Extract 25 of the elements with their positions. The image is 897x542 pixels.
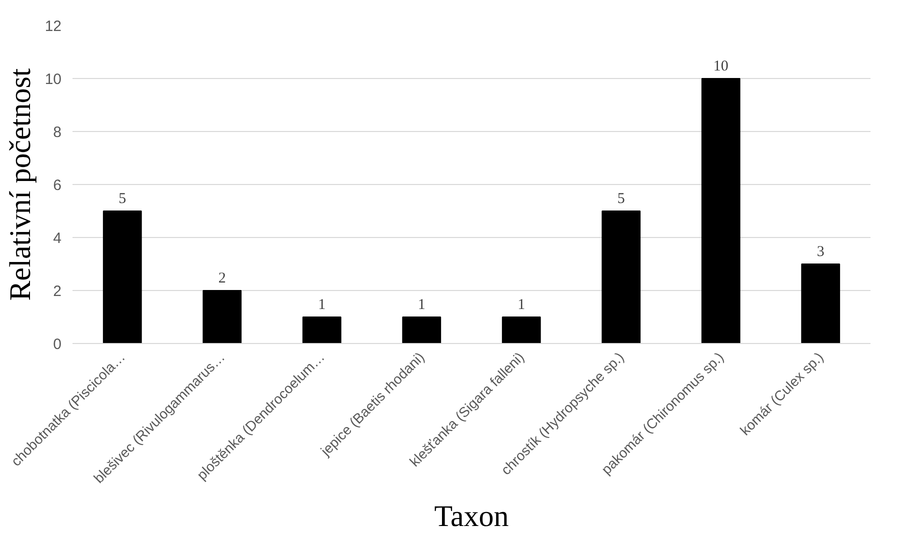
data-label: 1 xyxy=(418,297,426,313)
bar xyxy=(202,290,242,344)
y-tick-label: 10 xyxy=(44,71,62,88)
data-label: 3 xyxy=(816,244,824,260)
data-label: 1 xyxy=(318,297,326,313)
data-label: 5 xyxy=(118,191,126,207)
y-tick-label: 6 xyxy=(53,177,62,194)
y-tick-label: 8 xyxy=(53,124,62,141)
bar xyxy=(701,78,740,344)
bar xyxy=(502,316,541,344)
data-label: 5 xyxy=(617,191,625,207)
data-label: 1 xyxy=(518,297,526,313)
y-tick-label: 4 xyxy=(53,230,62,247)
y-tick-label: 2 xyxy=(53,283,62,300)
bar xyxy=(801,264,840,344)
bar xyxy=(302,316,342,344)
bar xyxy=(102,210,142,344)
x-axis-title: Taxon xyxy=(434,500,509,533)
data-label: 2 xyxy=(218,270,226,286)
data-label: 10 xyxy=(713,58,728,74)
y-tick-label: 12 xyxy=(44,18,62,35)
y-tick-label: 0 xyxy=(53,336,62,353)
y-axis-title: Relativní početnost xyxy=(4,68,37,301)
bar xyxy=(602,210,641,344)
bar xyxy=(402,316,442,344)
